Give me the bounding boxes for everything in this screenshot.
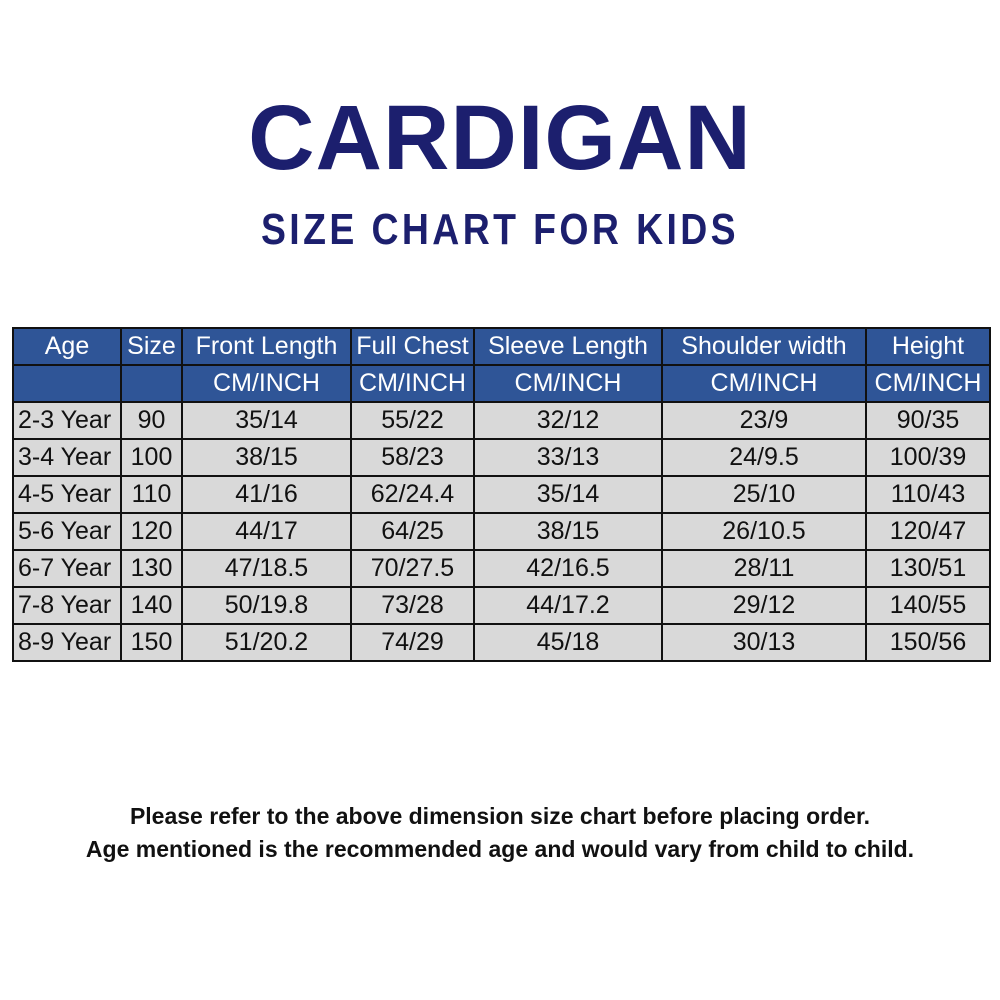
table-cell: 55/22 bbox=[350, 401, 475, 440]
table-cell: 38/15 bbox=[181, 438, 352, 477]
table-cell: 23/9 bbox=[661, 401, 867, 440]
unit-header: CM/INCH bbox=[473, 364, 663, 403]
unit-header: CM/INCH bbox=[865, 364, 991, 403]
unit-header: CM/INCH bbox=[350, 364, 475, 403]
table-cell: 6-7 Year bbox=[12, 549, 122, 588]
table-cell: 3-4 Year bbox=[12, 438, 122, 477]
page-subtitle: SIZE CHART FOR KIDS bbox=[260, 205, 740, 254]
table-cell: 140/55 bbox=[865, 586, 991, 625]
table-cell: 130/51 bbox=[865, 549, 991, 588]
column-header: Sleeve Length bbox=[473, 327, 663, 366]
table-cell: 70/27.5 bbox=[350, 549, 475, 588]
table-cell: 90/35 bbox=[865, 401, 991, 440]
table-row: 8-9 Year 150 51/20.2 74/29 45/18 30/13 150/56 bbox=[12, 623, 991, 662]
table-cell: 50/19.8 bbox=[181, 586, 352, 625]
page-title: CARDIGAN bbox=[248, 87, 752, 189]
table-cell: 7-8 Year bbox=[12, 586, 122, 625]
table-row: 7-8 Year 140 50/19.8 73/28 44/17.2 29/12 140/5… bbox=[12, 586, 991, 625]
column-header: Height bbox=[865, 327, 991, 366]
header-row: Age Size Front Length Full Chest Sleeve Leng… bbox=[12, 327, 991, 366]
column-header: Full Chest bbox=[350, 327, 475, 366]
unit-header: CM/INCH bbox=[181, 364, 352, 403]
table-cell: 47/18.5 bbox=[181, 549, 352, 588]
table-cell: 8-9 Year bbox=[12, 623, 122, 662]
table-row: 3-4 Year 100 38/15 58/23 33/13 24/9.5 100/39 bbox=[12, 438, 991, 477]
table-cell: 35/14 bbox=[473, 475, 663, 514]
table-cell: 150/56 bbox=[865, 623, 991, 662]
table-row: 5-6 Year 120 44/17 64/25 38/15 26/10.5 120/47 bbox=[12, 512, 991, 551]
table-cell: 28/11 bbox=[661, 549, 867, 588]
table-cell: 35/14 bbox=[181, 401, 352, 440]
table-cell: 33/13 bbox=[473, 438, 663, 477]
table-cell: 38/15 bbox=[473, 512, 663, 551]
table-cell: 41/16 bbox=[181, 475, 352, 514]
table-row: 2-3 Year 90 35/14 55/22 32/12 23/9 90/35 bbox=[12, 401, 991, 440]
table-cell: 26/10.5 bbox=[661, 512, 867, 551]
table-cell: 30/13 bbox=[661, 623, 867, 662]
table-cell: 64/25 bbox=[350, 512, 475, 551]
table-cell: 5-6 Year bbox=[12, 512, 122, 551]
table-cell: 24/9.5 bbox=[661, 438, 867, 477]
table-cell: 130 bbox=[120, 549, 183, 588]
table-cell: 74/29 bbox=[350, 623, 475, 662]
column-header: Size bbox=[120, 327, 183, 366]
table-cell: 150 bbox=[120, 623, 183, 662]
column-header: Age bbox=[12, 327, 122, 366]
table-cell: 2-3 Year bbox=[12, 401, 122, 440]
table-cell: 51/20.2 bbox=[181, 623, 352, 662]
table-cell: 44/17 bbox=[181, 512, 352, 551]
table-cell: 62/24.4 bbox=[350, 475, 475, 514]
table-cell: 4-5 Year bbox=[12, 475, 122, 514]
note-line-2: Age mentioned is the recommended age and… bbox=[85, 836, 915, 862]
table-cell: 45/18 bbox=[473, 623, 663, 662]
table-cell: 29/12 bbox=[661, 586, 867, 625]
table-cell: 120/47 bbox=[865, 512, 991, 551]
table-cell: 58/23 bbox=[350, 438, 475, 477]
table-cell: 73/28 bbox=[350, 586, 475, 625]
column-header: Front Length bbox=[181, 327, 352, 366]
unit-header: CM/INCH bbox=[661, 364, 867, 403]
table-cell: 90 bbox=[120, 401, 183, 440]
units-row: CM/INCH CM/INCH CM/INCH CM/INCH CM/INCH bbox=[12, 364, 991, 403]
table-cell: 25/10 bbox=[661, 475, 867, 514]
table-cell: 140 bbox=[120, 586, 183, 625]
table-cell: 32/12 bbox=[473, 401, 663, 440]
table-cell: 44/17.2 bbox=[473, 586, 663, 625]
note-line-1: Please refer to the above dimension size… bbox=[129, 803, 871, 829]
table-row: 4-5 Year 110 41/16 62/24.4 35/14 25/10 110/43 bbox=[12, 475, 991, 514]
column-header: Shoulder width bbox=[661, 327, 867, 366]
table-cell: 100/39 bbox=[865, 438, 991, 477]
size-chart-table: Age Size Front Length Full Chest Sleeve Leng… bbox=[12, 327, 991, 662]
table-cell: 110 bbox=[120, 475, 183, 514]
table-row: 6-7 Year 130 47/18.5 70/27.5 42/16.5 28/11 130… bbox=[12, 549, 991, 588]
table-cell: 100 bbox=[120, 438, 183, 477]
table-cell: 120 bbox=[120, 512, 183, 551]
unit-header bbox=[120, 364, 183, 403]
unit-header bbox=[12, 364, 122, 403]
table-cell: 42/16.5 bbox=[473, 549, 663, 588]
table-cell: 110/43 bbox=[865, 475, 991, 514]
